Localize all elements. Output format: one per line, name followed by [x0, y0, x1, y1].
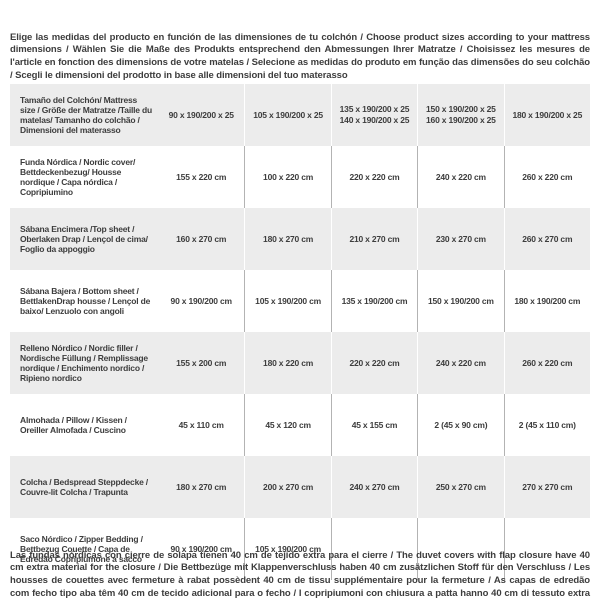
size-cell: 180 x 270 cm — [244, 208, 331, 270]
row-label: Almohada / Pillow / Kissen / Oreiller Al… — [20, 415, 127, 435]
size-cell: 260 x 220 cm — [503, 332, 590, 394]
size-cell: 210 x 270 cm — [330, 208, 418, 270]
size-cell: 105 x 190/200 x 25 — [244, 84, 331, 146]
size-table: Tamaño del Colchón/ Mattress size / Größ… — [10, 84, 590, 580]
table-row-nordic-filler: Relleno Nórdico / Nordic filler / Nordis… — [10, 332, 590, 394]
size-cell: 100 x 220 cm — [244, 146, 330, 208]
table-row-pillow: Almohada / Pillow / Kissen / Oreiller Al… — [10, 394, 590, 456]
intro-paragraph: Elige las medidas del producto en funció… — [10, 31, 590, 81]
size-cell: 220 x 220 cm — [330, 146, 417, 208]
size-cell: 260 x 220 cm — [503, 146, 590, 208]
size-cell: 180 x 220 cm — [244, 332, 331, 394]
size-cell: 155 x 220 cm — [176, 171, 227, 182]
size-cell: 230 x 270 cm — [417, 208, 504, 270]
size-cell — [503, 518, 590, 580]
size-cell: 105 x 190/200 cm — [244, 518, 330, 580]
size-cell — [330, 518, 417, 580]
row-label: Funda Nórdica / Nordic cover/ Bettdecken… — [20, 157, 136, 197]
row-label: Colcha / Bedspread Steppdecke / Couvre-l… — [10, 456, 158, 518]
size-cell: 90 x 190/200 cm — [170, 295, 232, 306]
table-row-nordic-cover: Funda Nórdica / Nordic cover/ Bettdecken… — [10, 146, 590, 208]
size-cell: 250 x 270 cm — [417, 456, 504, 518]
footnote-paragraph: Las fundas nórdicas con cierre de solapa… — [10, 549, 590, 599]
size-cell: 160 x 270 cm — [158, 208, 245, 270]
row-label: Tamaño del Colchón/ Mattress size / Größ… — [10, 84, 158, 146]
size-cell: 45 x 110 cm — [178, 419, 224, 430]
size-cell — [417, 518, 503, 580]
size-cell: 240 x 220 cm — [417, 332, 504, 394]
table-row-bedspread: Colcha / Bedspread Steppdecke / Couvre-l… — [10, 456, 590, 518]
size-cell: 150 x 190/200 cm — [417, 270, 503, 332]
size-cell: 135 x 190/200 cm — [330, 270, 417, 332]
size-cell: 220 x 220 cm — [330, 332, 418, 394]
size-cell: 240 x 220 cm — [417, 146, 503, 208]
size-cell: 180 x 190/200 x 25 — [503, 84, 590, 146]
row-label: Saco Nórdico / Zipper Bedding / Bettbezu… — [20, 534, 143, 564]
table-row-zipper-bedding: Saco Nórdico / Zipper Bedding / Bettbezu… — [10, 518, 590, 580]
size-cell: 180 x 270 cm — [158, 456, 245, 518]
table-row-mattress-size: Tamaño del Colchón/ Mattress size / Größ… — [10, 84, 590, 146]
row-label: Sábana Bajera / Bottom sheet / Bettlaken… — [20, 286, 151, 316]
size-cell: 270 x 270 cm — [503, 456, 590, 518]
size-cell: 180 x 190/200 cm — [503, 270, 590, 332]
size-cell: 105 x 190/200 cm — [244, 270, 330, 332]
row-label: Sábana Encimera /Top sheet / Oberlaken D… — [10, 208, 158, 270]
size-cell: 135 x 190/200 x 25 140 x 190/200 x 25 — [330, 84, 418, 146]
size-cell: 2 (45 x 90 cm) — [417, 394, 503, 456]
size-cell: 2 (45 x 110 cm) — [503, 394, 590, 456]
size-cell: 90 x 190/200 x 25 — [158, 84, 245, 146]
size-cell: 150 x 190/200 x 25 160 x 190/200 x 25 — [417, 84, 504, 146]
size-cell: 90 x 190/200 cm — [170, 543, 232, 554]
size-cell: 45 x 155 cm — [330, 394, 417, 456]
size-cell: 155 x 200 cm — [158, 332, 245, 394]
size-cell: 260 x 270 cm — [503, 208, 590, 270]
table-row-top-sheet: Sábana Encimera /Top sheet / Oberlaken D… — [10, 208, 590, 270]
row-label: Relleno Nórdico / Nordic filler / Nordis… — [10, 332, 158, 394]
size-cell: 45 x 120 cm — [244, 394, 330, 456]
size-cell: 240 x 270 cm — [330, 456, 418, 518]
size-cell: 200 x 270 cm — [244, 456, 331, 518]
table-row-bottom-sheet: Sábana Bajera / Bottom sheet / Bettlaken… — [10, 270, 590, 332]
